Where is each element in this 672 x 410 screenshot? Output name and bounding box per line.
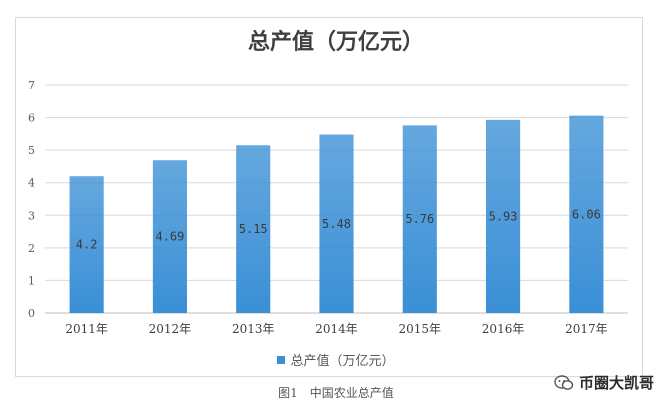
data-label: 5.93 <box>489 209 518 223</box>
y-tick-label: 7 <box>28 79 35 92</box>
legend-swatch <box>277 355 286 364</box>
y-tick-label: 6 <box>28 112 35 125</box>
chart-title: 总产值（万亿元） <box>247 30 424 55</box>
bar <box>152 160 188 313</box>
watermark: 币圈大凯哥 <box>554 372 654 393</box>
y-tick-label: 4 <box>28 177 35 190</box>
legend: 总产值（万亿元） <box>0 350 672 369</box>
y-tick-label: 3 <box>28 209 35 222</box>
y-tick-label: 2 <box>28 242 35 255</box>
x-tick-label: 2012年 <box>149 322 192 336</box>
data-label: 5.15 <box>239 222 268 236</box>
data-label: 5.48 <box>322 217 351 231</box>
legend-label: 总产值（万亿元） <box>290 354 395 369</box>
data-label: 4.2 <box>76 238 98 252</box>
bar <box>236 145 271 313</box>
bar <box>569 115 604 313</box>
y-tick-label: 5 <box>28 144 35 157</box>
x-tick-label: 2014年 <box>315 322 358 336</box>
bar <box>402 125 437 313</box>
data-label: 6.06 <box>572 207 601 221</box>
watermark-text: 币圈大凯哥 <box>578 374 654 392</box>
x-tick-label: 2013年 <box>232 322 275 336</box>
x-tick-label: 2017年 <box>565 322 608 336</box>
y-tick-label: 0 <box>28 307 35 320</box>
data-label: 4.69 <box>155 230 184 244</box>
y-tick-label: 1 <box>28 274 35 287</box>
bar <box>69 176 104 313</box>
x-tick-label: 2016年 <box>482 322 525 336</box>
x-tick-label: 2015年 <box>399 322 442 336</box>
data-label: 5.76 <box>405 212 434 226</box>
figure-caption: 图1 中国农业总产值 <box>278 386 394 400</box>
bar <box>485 119 521 313</box>
x-tick-label: 2011年 <box>65 322 108 336</box>
wechat-icon <box>554 374 574 390</box>
bar <box>319 134 354 313</box>
